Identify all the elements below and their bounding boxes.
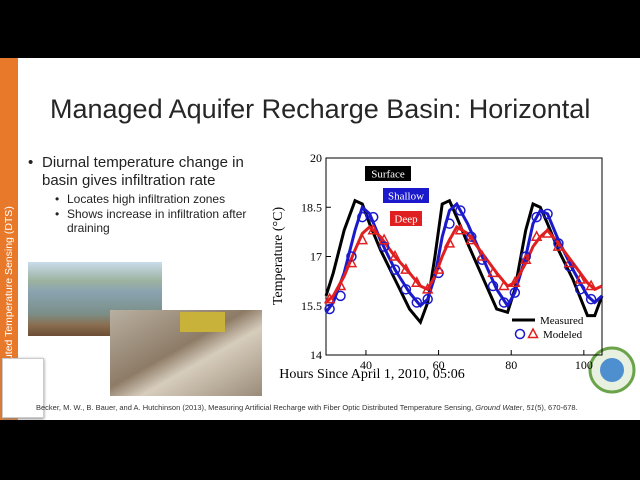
citation-journal: Ground Water — [475, 403, 523, 412]
modeled-marker — [346, 251, 357, 262]
slide: Distributed Temperature Sensing (DTS) Ma… — [0, 58, 640, 420]
x-tick-label: 40 — [360, 358, 372, 372]
y-tick-label: 14 — [310, 348, 322, 362]
series-line — [324, 201, 604, 314]
modeled-marker — [553, 238, 564, 249]
series-label-box — [390, 211, 422, 226]
modeled-marker — [421, 282, 434, 294]
modeled-marker — [411, 276, 423, 288]
modeled-marker — [334, 279, 347, 291]
modeled-marker — [367, 211, 379, 223]
modeled-marker — [400, 284, 412, 295]
modeled-marker — [542, 208, 553, 220]
modeled-marker — [367, 223, 379, 235]
x-axis-title: Hours Since April 1, 2010, 05:06 — [279, 367, 465, 382]
series-label: Shallow — [388, 191, 424, 203]
modeled-marker — [585, 293, 597, 305]
modeled-marker — [357, 211, 368, 223]
y-tick-label: 20 — [310, 151, 322, 165]
photos — [28, 262, 636, 396]
modeled-marker — [465, 233, 478, 245]
modeled-marker — [324, 303, 335, 315]
citation-rest: (5), 670-678. — [534, 403, 578, 412]
citation-authors: Becker, M. W., B. Bauer, and A. Hutchins… — [36, 403, 476, 412]
series-label-box — [383, 188, 429, 203]
series-label-box — [365, 166, 411, 181]
modeled-marker — [422, 293, 433, 305]
pen-toolbar[interactable] — [2, 358, 44, 418]
modeled-marker — [356, 233, 369, 245]
legend-label: Modeled — [543, 329, 583, 341]
bullet-text: Diurnal temperature change in basin give… — [42, 154, 244, 189]
citation-volume: 51 — [526, 403, 535, 412]
series-label: Deep — [394, 214, 418, 226]
bullet: Diurnal temperature change in basin give… — [28, 154, 255, 190]
modeled-marker — [411, 297, 423, 308]
sub-bullet: Shows increase in infiltration after dra… — [55, 207, 265, 235]
modeled-marker — [520, 251, 531, 262]
modeled-marker — [400, 263, 412, 274]
modeled-marker — [487, 266, 499, 278]
modeled-marker — [519, 253, 532, 265]
modeled-marker — [574, 272, 586, 284]
logo-center — [600, 358, 624, 382]
modeled-marker — [389, 264, 401, 275]
y-tick-label: 18.5 — [301, 200, 322, 214]
modeled-marker — [531, 211, 542, 223]
modeled-marker — [378, 233, 390, 245]
modeled-marker — [498, 297, 510, 308]
modeled-marker — [585, 279, 597, 291]
modeled-marker — [563, 256, 576, 268]
y-tick-label: 15.5 — [301, 299, 322, 313]
modeled-marker — [443, 236, 456, 248]
slide-title: Managed Aquifer Recharge Basin: Horizont… — [50, 94, 591, 124]
modeled-marker — [389, 249, 401, 261]
side-bar — [0, 58, 18, 420]
sub-bullet: Locates high infiltration zones — [55, 192, 265, 206]
chart: Hours Since April 1, 2010, 05:06 Tempera… — [271, 151, 604, 382]
modeled-marker — [509, 287, 521, 298]
modeled-marker — [487, 280, 499, 292]
series-label: Surface — [371, 169, 405, 181]
y-tick-label: 17 — [310, 250, 322, 264]
y-axis-title: Temperature (°C) — [271, 207, 286, 306]
modeled-marker — [323, 292, 336, 304]
sub-bullets: Locates high infiltration zones Shows in… — [55, 192, 265, 236]
citation: Becker, M. W., B. Bauer, and A. Hutchins… — [36, 403, 578, 412]
modeled-marker — [444, 218, 455, 229]
modeled-marker — [498, 279, 510, 291]
excavator — [180, 312, 225, 332]
modeled-marker — [509, 276, 521, 288]
modeled-marker — [455, 205, 466, 216]
modeled-marker — [378, 241, 390, 252]
modeled-marker — [335, 290, 346, 302]
modeled-marker — [454, 223, 467, 235]
x-tick-label: 60 — [433, 358, 445, 372]
modeled-marker — [574, 284, 586, 295]
modeled-marker — [476, 249, 488, 261]
legend-marker — [514, 328, 526, 340]
modeled-marker — [530, 230, 543, 242]
x-tick-label: 80 — [505, 358, 517, 372]
modeled-marker — [345, 256, 358, 268]
legend-marker — [527, 327, 539, 339]
legend-label: Measured — [540, 315, 584, 327]
x-tick-label: 100 — [575, 358, 593, 372]
modeled-marker — [541, 226, 554, 238]
modeled-marker — [466, 231, 477, 243]
modeled-marker — [432, 263, 445, 274]
modeled-marker — [552, 240, 565, 251]
